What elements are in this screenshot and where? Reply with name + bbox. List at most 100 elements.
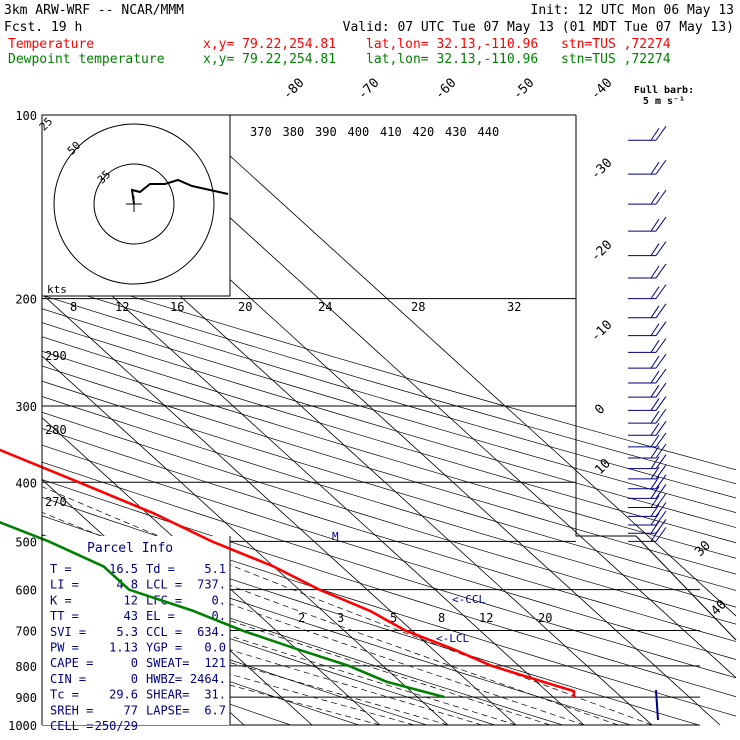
- theta-label: 410: [380, 125, 402, 139]
- parcel-param-value: 0: [131, 672, 138, 686]
- parcel-param-label: LAPSE=: [146, 703, 189, 717]
- temperature-latlon: lat,lon= 32.13,-110.96: [366, 37, 538, 52]
- wind-barb: [650, 127, 660, 141]
- dry-adiabat: [42, 268, 736, 471]
- mixing-ratio-label: 20: [538, 611, 552, 625]
- temperature-tick-label: -70: [355, 76, 382, 103]
- parcel-param-value: 0.: [212, 593, 226, 607]
- parcel-param-value: 5.1: [204, 562, 226, 576]
- pressure-tick-label: 600: [15, 584, 37, 598]
- wind-barb: [650, 504, 660, 517]
- parcel-info-panel: Parcel Info T = 16.5 Td = 5.1 LI = 4.8 LCL = 73…: [42, 536, 231, 733]
- wind-barb: [655, 464, 667, 480]
- dry-adiabat: [42, 411, 736, 625]
- freezing-marker: M: [332, 530, 339, 543]
- wind-barb: [650, 410, 660, 424]
- dry-adiabat: [42, 461, 736, 679]
- dry-adiabat: [42, 594, 427, 725]
- mixing-ratio-label: 2: [298, 611, 305, 625]
- dry-adiabat: [42, 573, 495, 725]
- parcel-param-label: CCL =: [146, 625, 182, 639]
- dewpoint-line: [0, 520, 445, 699]
- dry-adiabat: [42, 479, 736, 698]
- valid-time: Valid: 07 UTC Tue 07 May 13 (01 MDT Tue …: [343, 20, 734, 35]
- ccl-marker: <-CCL: [452, 593, 485, 606]
- wind-barb: [650, 265, 660, 279]
- level-markers: <-CCL <-LCL M: [332, 530, 485, 645]
- temperature-tick-label: -10: [588, 318, 615, 345]
- wind-barb: [655, 689, 659, 721]
- temperature-stn: stn=TUS ,72274: [561, 37, 671, 52]
- parcel-param-label: Td =: [146, 562, 175, 576]
- wind-barb: [655, 125, 667, 141]
- dry-adiabat: [42, 615, 359, 725]
- theta-label: 390: [315, 125, 337, 139]
- temperature-tick-label: -20: [588, 238, 615, 265]
- parcel-param-value: 0.0: [204, 641, 226, 655]
- isotherm-line: [42, 417, 381, 725]
- temperature-line: [0, 448, 576, 698]
- dewpoint-xy: x,y= 79.22,254.81: [203, 52, 336, 67]
- wind-barb: [655, 396, 667, 411]
- wind-barb: [655, 263, 667, 279]
- wind-barb: [655, 382, 667, 398]
- theta-label: 400: [348, 125, 370, 139]
- isotherm-line: [42, 293, 517, 725]
- parcel-param-label: PW =: [50, 641, 79, 655]
- parcel-param-value: 250/29: [95, 719, 138, 733]
- hodo-unit-label: kts: [47, 283, 67, 296]
- lcl-marker: <-LCL: [436, 632, 469, 645]
- wind-barb: [650, 495, 660, 508]
- moist-adiabat: [42, 621, 415, 725]
- mixing-ratio-label: 5: [390, 611, 397, 625]
- parcel-param-label: LCL =: [146, 578, 182, 592]
- parcel-param-label: EL =: [146, 609, 175, 623]
- temperature-tick-label: -30: [588, 156, 615, 183]
- parcel-param-value: 31.: [204, 688, 226, 702]
- dry-adiabat: [42, 396, 736, 608]
- theta-label: 420: [413, 125, 435, 139]
- wind-barb: [655, 454, 667, 469]
- wind-barb: [650, 243, 660, 256]
- dry-adiabat: [42, 350, 736, 559]
- mixing-ratio-label: 16: [170, 300, 184, 314]
- parcel-param-label: SREH =: [50, 703, 93, 717]
- wind-barb: [655, 189, 667, 205]
- dry-adiabat: [42, 322, 736, 528]
- parcel-param-label: SHEAR=: [146, 688, 189, 702]
- dry-adiabat: [42, 380, 736, 591]
- wind-barb: [650, 398, 660, 411]
- parcel-param-label: CELL =: [50, 719, 93, 733]
- parcel-param-label: CIN =: [50, 672, 86, 686]
- parcel-param-label: TT =: [50, 609, 79, 623]
- parcel-param-value: 4.8: [116, 578, 138, 592]
- wind-barb: [650, 521, 660, 534]
- temperature-xy: x,y= 79.22,254.81: [203, 37, 336, 52]
- hodograph-inset: 25 50 35 kts: [37, 114, 231, 297]
- dewpoint-legend: Dewpoint temperature: [8, 52, 165, 67]
- wind-barb: [650, 286, 660, 299]
- wind-barb: [650, 191, 660, 205]
- wind-barb: [655, 527, 667, 542]
- model-title: 3km ARW-WRF -- NCAR/MMM: [4, 3, 184, 18]
- wind-barb: [650, 422, 660, 436]
- theta-label: 440: [478, 125, 500, 139]
- dry-adiabat: [42, 281, 736, 485]
- wind-barb: [655, 216, 667, 232]
- wind-barb: [655, 338, 667, 353]
- parcel-param-label: LI =: [50, 578, 79, 592]
- wind-barb: [650, 218, 660, 232]
- dewpoint-latlon: lat,lon= 32.13,-110.96: [366, 52, 538, 67]
- theta-side-label: 280: [45, 423, 67, 437]
- wind-barb: [655, 241, 667, 256]
- wind-barb: [650, 370, 660, 384]
- dry-adiabat: [42, 496, 736, 717]
- wind-barb: [650, 529, 660, 542]
- parcel-param-value: 16.5: [109, 562, 138, 576]
- full-barb-label: Full barb:: [634, 85, 694, 96]
- wind-barb: [655, 502, 667, 517]
- parcel-param-label: HWBZ=: [146, 672, 182, 686]
- pressure-tick-label: 1000: [8, 719, 37, 733]
- mixing-ratio-label: 8: [438, 611, 445, 625]
